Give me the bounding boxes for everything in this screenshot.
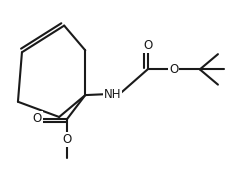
Text: O: O <box>142 39 152 52</box>
Text: O: O <box>168 63 177 76</box>
Text: O: O <box>32 112 41 125</box>
Text: O: O <box>62 133 71 146</box>
Text: NH: NH <box>103 88 121 101</box>
